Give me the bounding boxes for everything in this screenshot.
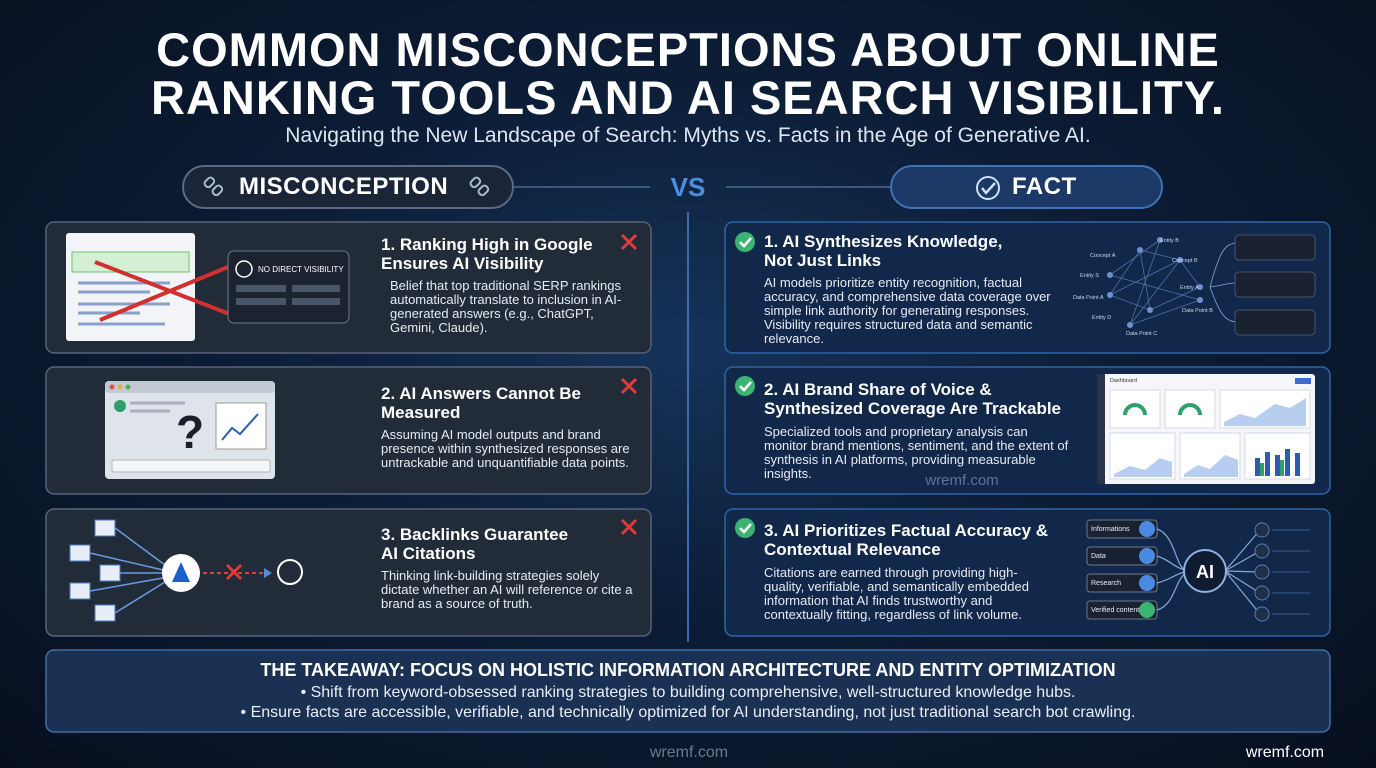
takeaway-box <box>45 649 1331 733</box>
node-label: Entity B <box>1160 238 1179 244</box>
node-label: Concept A <box>1090 253 1116 259</box>
takeaway-title: THE TAKEAWAY: FOCUS ON HOLISTIC INFORMAT… <box>260 660 1116 680</box>
node-label: Data Point C <box>1126 331 1157 337</box>
measure-illustration <box>105 381 275 479</box>
node-label: Entity S <box>1080 273 1099 279</box>
watermark: wremf.com <box>649 744 728 761</box>
input-label: Verified content <box>1091 607 1139 614</box>
x-icon <box>620 233 638 536</box>
node-label: Entity D <box>1092 315 1111 321</box>
fact-title: 1. AI Synthesizes Knowledge, Not Just Li… <box>764 232 1003 270</box>
fact-text: Citations are earned through providing h… <box>764 565 1029 622</box>
input-labels: Informations Data Research Verified cont… <box>1091 526 1139 614</box>
network-labels: Entity B Concept A Concept B Entity S En… <box>1073 238 1213 337</box>
ai-hub-label: AI <box>1196 562 1214 582</box>
node-label: Data Point A <box>1073 295 1104 301</box>
page-title: COMMON MISCONCEPTIONS ABOUT ONLINE RANKI… <box>151 23 1225 124</box>
misconception-heading: MISCONCEPTION <box>239 173 449 200</box>
input-label: Research <box>1091 580 1121 587</box>
question-mark: ? <box>176 406 204 458</box>
node-label: Entity A <box>1180 285 1199 291</box>
misconception-title: 1. Ranking High in Google Ensures AI Vis… <box>381 235 593 273</box>
subtitle: Navigating the New Landscape of Search: … <box>285 124 1091 147</box>
dashboard-label: Dashboard <box>1110 378 1137 384</box>
link-icon <box>203 176 490 197</box>
badge-text: NO DIRECT VISIBILITY <box>258 265 344 274</box>
fact-title: 2. AI Brand Share of Voice & Synthesized… <box>764 380 1062 418</box>
fact-title: 3. AI Prioritizes Factual Accuracy & Con… <box>764 521 1049 559</box>
takeaway-bullet: • Shift from keyword-obsessed ranking st… <box>300 684 1076 701</box>
fact-heading: FACT <box>1012 173 1077 200</box>
ai-hub-illustration <box>1086 519 1310 622</box>
backlink-illustration <box>69 519 303 622</box>
takeaway-bullet: • Ensure facts are accessible, verifiabl… <box>240 704 1136 721</box>
fact-text: Specialized tools and proprietary analys… <box>764 424 1069 481</box>
watermark: wremf.com <box>924 472 998 489</box>
dashboard-illustration <box>1097 374 1315 484</box>
misconception-text: Assuming AI model outputs and brand pres… <box>381 427 630 470</box>
misconception-text: Thinking link-building strategies solely… <box>381 568 633 611</box>
watermark: wremf.com <box>1245 744 1324 761</box>
misconception-title: 3. Backlinks Guarantee AI Citations <box>381 525 569 563</box>
network-illustration <box>1107 234 1316 336</box>
input-label: Data <box>1091 553 1106 560</box>
check-icon <box>976 176 1000 200</box>
misconception-text: Belief that top traditional SERP ranking… <box>390 278 622 335</box>
vs-label: VS <box>671 172 706 202</box>
node-label: Data Point B <box>1182 308 1213 314</box>
misconception-title: 2. AI Answers Cannot Be Measured <box>381 384 581 422</box>
node-label: Concept B <box>1172 258 1198 264</box>
serp-illustration <box>66 233 350 341</box>
input-label: Informations <box>1091 526 1130 533</box>
check-badge <box>735 232 755 538</box>
fact-text: AI models prioritize entity recognition,… <box>764 275 1051 346</box>
